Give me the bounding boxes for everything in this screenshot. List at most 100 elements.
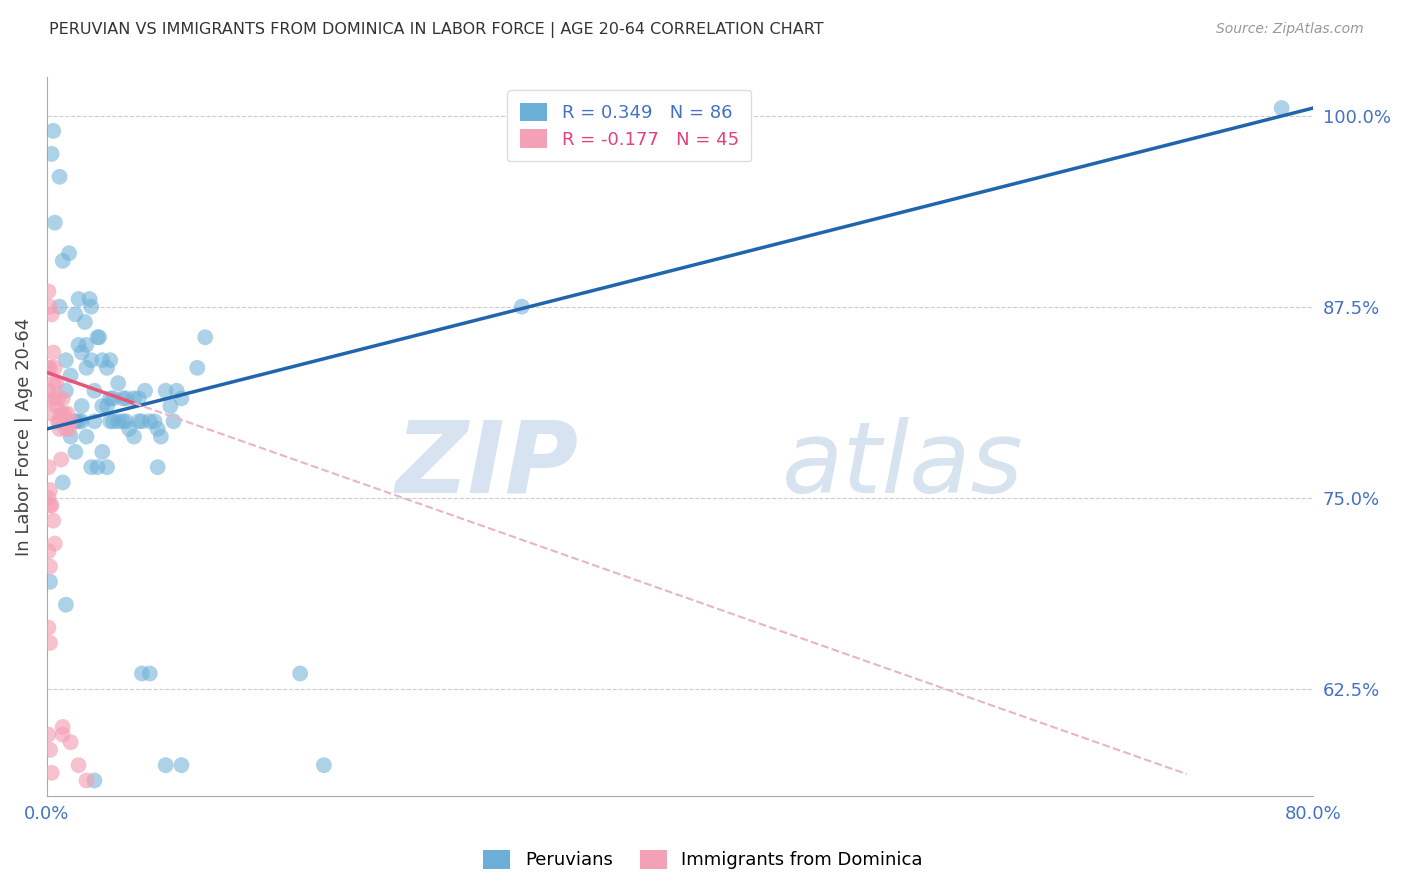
- Point: [98, 414, 121, 428]
- Point: [39, 300, 62, 314]
- Point: [131, 666, 153, 681]
- Point: [58, 246, 80, 260]
- Point: [103, 414, 125, 428]
- Point: [37, 728, 59, 742]
- Point: [96, 460, 118, 475]
- Point: [37, 285, 59, 299]
- Point: [510, 300, 533, 314]
- Point: [52, 475, 75, 490]
- Point: [96, 360, 118, 375]
- Point: [170, 758, 193, 772]
- Point: [91, 399, 114, 413]
- Point: [122, 392, 145, 406]
- Point: [146, 422, 169, 436]
- Point: [37, 460, 59, 475]
- Point: [115, 392, 138, 406]
- Point: [98, 353, 121, 368]
- Text: atlas: atlas: [782, 417, 1024, 514]
- Point: [46, 392, 69, 406]
- Point: [37, 491, 59, 505]
- Point: [288, 666, 311, 681]
- Point: [143, 414, 166, 428]
- Point: [41, 407, 63, 421]
- Point: [44, 360, 66, 375]
- Point: [42, 376, 65, 390]
- Point: [55, 384, 77, 398]
- Point: [56, 407, 79, 421]
- Text: ZIP: ZIP: [395, 417, 579, 514]
- Point: [37, 544, 59, 558]
- Point: [111, 392, 134, 406]
- Point: [162, 414, 184, 428]
- Point: [122, 429, 145, 443]
- Point: [39, 360, 62, 375]
- Point: [107, 414, 129, 428]
- Point: [59, 429, 82, 443]
- Point: [65, 307, 87, 321]
- Point: [52, 728, 75, 742]
- Point: [41, 146, 63, 161]
- Point: [45, 376, 67, 390]
- Point: [44, 536, 66, 550]
- Point: [49, 452, 72, 467]
- Point: [45, 399, 67, 413]
- Point: [39, 483, 62, 497]
- Point: [115, 414, 138, 428]
- Point: [91, 445, 114, 459]
- Point: [131, 414, 153, 428]
- Point: [118, 422, 141, 436]
- Point: [146, 460, 169, 475]
- Point: [107, 376, 129, 390]
- Point: [53, 407, 76, 421]
- Point: [70, 399, 93, 413]
- Point: [83, 773, 105, 788]
- Point: [80, 460, 103, 475]
- Text: Source: ZipAtlas.com: Source: ZipAtlas.com: [1216, 22, 1364, 37]
- Point: [52, 720, 75, 734]
- Point: [52, 392, 75, 406]
- Point: [155, 758, 177, 772]
- Point: [46, 414, 69, 428]
- Point: [91, 353, 114, 368]
- Point: [75, 360, 97, 375]
- Text: PERUVIAN VS IMMIGRANTS FROM DOMINICA IN LABOR FORCE | AGE 20-64 CORRELATION CHAR: PERUVIAN VS IMMIGRANTS FROM DOMINICA IN …: [49, 22, 824, 38]
- Point: [86, 460, 108, 475]
- Point: [59, 414, 82, 428]
- Point: [65, 445, 87, 459]
- Point: [49, 407, 72, 421]
- Point: [55, 422, 77, 436]
- Point: [155, 384, 177, 398]
- Point: [42, 514, 65, 528]
- Point: [194, 330, 217, 344]
- Point: [166, 384, 188, 398]
- Point: [39, 574, 62, 589]
- Point: [42, 345, 65, 359]
- Point: [128, 414, 150, 428]
- Point: [44, 216, 66, 230]
- Point: [111, 414, 134, 428]
- Point: [80, 353, 103, 368]
- Legend: Peruvians, Immigrants from Dominica: Peruvians, Immigrants from Dominica: [474, 841, 932, 879]
- Point: [73, 315, 96, 329]
- Point: [83, 384, 105, 398]
- Point: [55, 353, 77, 368]
- Point: [39, 636, 62, 650]
- Point: [98, 392, 121, 406]
- Point: [59, 735, 82, 749]
- Point: [312, 758, 335, 772]
- Point: [39, 499, 62, 513]
- Point: [58, 422, 80, 436]
- Point: [41, 307, 63, 321]
- Y-axis label: In Labor Force | Age 20-64: In Labor Force | Age 20-64: [15, 318, 32, 556]
- Point: [67, 292, 90, 306]
- Point: [37, 384, 59, 398]
- Point: [103, 392, 125, 406]
- Point: [574, 124, 596, 138]
- Point: [75, 773, 97, 788]
- Point: [128, 392, 150, 406]
- Point: [67, 338, 90, 352]
- Legend: R = 0.349   N = 86, R = -0.177   N = 45: R = 0.349 N = 86, R = -0.177 N = 45: [508, 90, 751, 161]
- Point: [41, 499, 63, 513]
- Point: [75, 429, 97, 443]
- Point: [48, 300, 70, 314]
